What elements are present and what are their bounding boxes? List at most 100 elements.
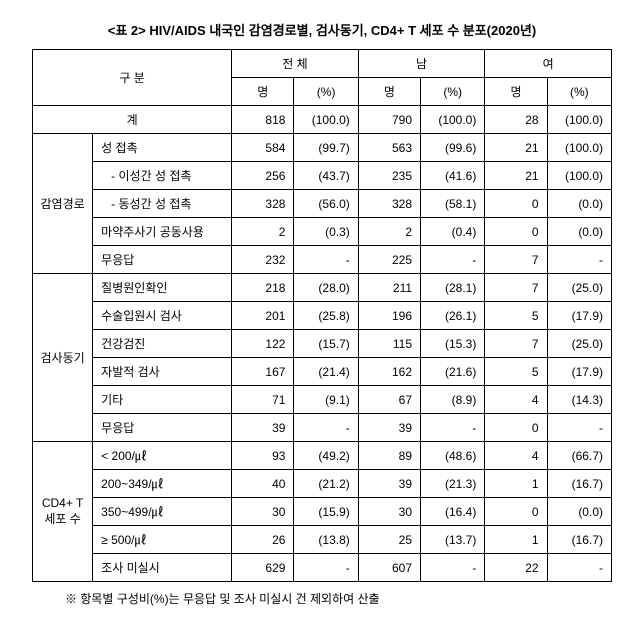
cell-total-n: 30 [232, 498, 294, 526]
row-label: - 이성간 성 접촉 [93, 162, 232, 190]
cell-male-p: (8.9) [421, 386, 485, 414]
header-male-p: (%) [421, 78, 485, 106]
cell-total-n: 218 [232, 274, 294, 302]
row-label: 무응답 [93, 246, 232, 274]
cell-female-n: 5 [485, 358, 547, 386]
group-label: CD4+ T 세포 수 [33, 442, 93, 582]
row-label: 자발적 검사 [93, 358, 232, 386]
cell-total-n: 167 [232, 358, 294, 386]
cell-female-p: (16.7) [547, 470, 611, 498]
cell-female-n: 5 [485, 302, 547, 330]
table-row: - 이성간 성 접촉256(43.7)235(41.6)21(100.0) [33, 162, 612, 190]
header-male: 남 [358, 50, 485, 78]
cell-male-n: 89 [358, 442, 420, 470]
table-row: 조사 미실시629-607-22- [33, 554, 612, 582]
row-label: 건강검진 [93, 330, 232, 358]
cell-total-p: (49.2) [294, 442, 358, 470]
cell-total-p: (15.9) [294, 498, 358, 526]
cell-total-p: (100.0) [294, 106, 358, 134]
table-row: 수술입원시 검사201(25.8)196(26.1)5(17.9) [33, 302, 612, 330]
row-label: 마약주사기 공동사용 [93, 218, 232, 246]
cell-male-n: 235 [358, 162, 420, 190]
cell-male-p: - [421, 554, 485, 582]
table-row: 무응답232-225-7- [33, 246, 612, 274]
row-label: 질병원인확인 [93, 274, 232, 302]
cell-male-p: (48.6) [421, 442, 485, 470]
cell-total-p: (25.8) [294, 302, 358, 330]
cell-female-p: (25.0) [547, 330, 611, 358]
cell-female-n: 0 [485, 498, 547, 526]
cell-male-n: 2 [358, 218, 420, 246]
cell-male-p: (13.7) [421, 526, 485, 554]
table-row: 기타71(9.1)67(8.9)4(14.3) [33, 386, 612, 414]
table-row: - 동성간 성 접촉328(56.0)328(58.1)0(0.0) [33, 190, 612, 218]
footnote: ※ 항목별 구성비(%)는 무응답 및 조사 미실시 건 제외하여 산출 [65, 590, 614, 607]
cell-total-n: 122 [232, 330, 294, 358]
cell-total-p: - [294, 554, 358, 582]
row-label: - 동성간 성 접촉 [93, 190, 232, 218]
row-label: ≥ 500/㎕ [93, 526, 232, 554]
cell-female-n: 7 [485, 246, 547, 274]
cell-male-p: (58.1) [421, 190, 485, 218]
cell-male-p: (21.3) [421, 470, 485, 498]
cell-total-p: (15.7) [294, 330, 358, 358]
cell-total-p: (43.7) [294, 162, 358, 190]
cell-female-p: - [547, 246, 611, 274]
header-female: 여 [485, 50, 612, 78]
cell-female-p: - [547, 414, 611, 442]
cell-male-n: 162 [358, 358, 420, 386]
cell-male-n: 790 [358, 106, 420, 134]
header-total-p: (%) [294, 78, 358, 106]
table-row: ≥ 500/㎕26(13.8)25(13.7)1(16.7) [33, 526, 612, 554]
cell-male-p: (99.6) [421, 134, 485, 162]
header-female-n: 명 [485, 78, 547, 106]
cell-female-p: - [547, 554, 611, 582]
row-label: 수술입원시 검사 [93, 302, 232, 330]
table-row: 마약주사기 공동사용2(0.3)2(0.4)0(0.0) [33, 218, 612, 246]
cell-total-p: - [294, 246, 358, 274]
cell-male-n: 328 [358, 190, 420, 218]
cell-total-n: 256 [232, 162, 294, 190]
group-label: 감염경로 [33, 134, 93, 274]
cell-female-p: (100.0) [547, 106, 611, 134]
cell-female-n: 21 [485, 134, 547, 162]
cell-female-p: (16.7) [547, 526, 611, 554]
header-category: 구 분 [33, 50, 232, 106]
cell-female-p: (17.9) [547, 302, 611, 330]
cell-total-p: (99.7) [294, 134, 358, 162]
cell-total-p: (9.1) [294, 386, 358, 414]
header-total-n: 명 [232, 78, 294, 106]
cell-female-n: 7 [485, 274, 547, 302]
cell-male-p: (15.3) [421, 330, 485, 358]
row-label: < 200/㎕ [93, 442, 232, 470]
cell-total-p: (21.2) [294, 470, 358, 498]
data-table: 구 분 전 체 남 여 명 (%) 명 (%) 명 (%) 계818(100.0… [32, 49, 612, 582]
row-label: 조사 미실시 [93, 554, 232, 582]
cell-female-n: 22 [485, 554, 547, 582]
cell-male-p: (16.4) [421, 498, 485, 526]
cell-male-p: (26.1) [421, 302, 485, 330]
cell-female-n: 28 [485, 106, 547, 134]
cell-female-n: 1 [485, 470, 547, 498]
cell-female-p: (66.7) [547, 442, 611, 470]
cell-total-p: (28.0) [294, 274, 358, 302]
cell-total-n: 2 [232, 218, 294, 246]
cell-male-p: (0.4) [421, 218, 485, 246]
cell-male-n: 607 [358, 554, 420, 582]
cell-male-n: 67 [358, 386, 420, 414]
table-row: 건강검진122(15.7)115(15.3)7(25.0) [33, 330, 612, 358]
row-label: 350~499/㎕ [93, 498, 232, 526]
cell-female-p: (0.0) [547, 190, 611, 218]
cell-male-n: 115 [358, 330, 420, 358]
cell-total-n: 201 [232, 302, 294, 330]
cell-total-n: 818 [232, 106, 294, 134]
header-male-n: 명 [358, 78, 420, 106]
table-row: 200~349/㎕40(21.2)39(21.3)1(16.7) [33, 470, 612, 498]
cell-female-p: (25.0) [547, 274, 611, 302]
cell-male-n: 196 [358, 302, 420, 330]
table-row-total: 계818(100.0)790(100.0)28(100.0) [33, 106, 612, 134]
cell-female-n: 0 [485, 190, 547, 218]
cell-male-n: 563 [358, 134, 420, 162]
row-label: 200~349/㎕ [93, 470, 232, 498]
cell-total-p: (0.3) [294, 218, 358, 246]
